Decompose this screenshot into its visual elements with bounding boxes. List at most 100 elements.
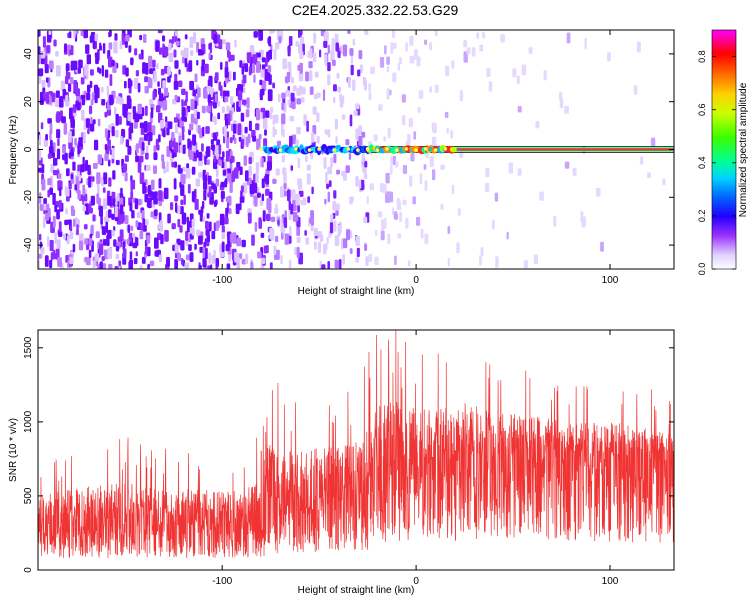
heatmap-noise-cell — [68, 182, 72, 190]
heatmap-noise-cell — [40, 50, 46, 59]
heatmap-noise-cell — [234, 39, 237, 48]
heatmap-noise-cell — [387, 233, 391, 245]
heatmap-noise-cell — [402, 165, 408, 174]
heatmap-noise-cell — [268, 74, 272, 85]
heatmap-noise-cell — [189, 150, 194, 160]
heatmap-noise-cell — [68, 130, 72, 143]
heatmap-noise-cell — [144, 105, 148, 116]
heatmap-noise-cell — [166, 257, 170, 267]
heatmap-noise-cell — [162, 43, 165, 55]
heatmap-noise-cell — [314, 71, 319, 78]
heatmap-noise-cell — [153, 70, 157, 83]
heatmap-noise-cell — [355, 257, 359, 263]
heatmap-noise-cell — [47, 118, 52, 124]
heatmap-noise-cell — [245, 109, 250, 118]
heatmap-noise-cell — [45, 134, 48, 141]
heatmap-noise-cell — [38, 253, 42, 259]
heatmap-noise-cell — [447, 257, 450, 267]
heatmap-noise-cell — [187, 184, 191, 194]
y-tick-label: 1500 — [23, 336, 34, 359]
heatmap-noise-cell — [42, 87, 46, 95]
heatmap-noise-cell — [191, 218, 195, 228]
heatmap-noise-cell — [221, 106, 225, 113]
heatmap-noise-cell — [167, 76, 171, 83]
heatmap-noise-cell — [68, 152, 72, 159]
x-tick-label: 100 — [602, 275, 619, 286]
heatmap-noise-cell — [220, 85, 223, 97]
heatmap-noise-cell — [64, 152, 68, 165]
heatmap-noise-cell — [364, 30, 369, 35]
heatmap-noise-cell — [170, 202, 174, 211]
heatmap-noise-cell — [272, 178, 277, 184]
heatmap-noise-cell — [43, 198, 47, 204]
heatmap-y-label: Frequency (Hz) — [8, 116, 19, 185]
colorbar-frame — [711, 29, 737, 270]
heatmap-noise-cell — [118, 116, 122, 125]
heatmap-noise-cell — [373, 134, 378, 142]
heatmap-noise-cell — [52, 193, 56, 205]
heatmap-noise-cell — [193, 32, 197, 44]
heatmap-noise-cell — [119, 229, 124, 241]
heatmap-noise-cell — [119, 265, 122, 269]
heatmap-noise-cell — [189, 123, 194, 131]
heatmap-noise-cell — [304, 155, 308, 162]
heatmap-noise-cell — [299, 51, 304, 59]
heatmap-noise-cell — [559, 97, 564, 109]
heatmap-noise-cell — [200, 50, 204, 56]
heatmap-noise-cell — [353, 110, 358, 116]
heatmap-noise-cell — [114, 33, 118, 41]
heatmap-noise-cell — [332, 201, 337, 211]
heatmap-noise-cell — [215, 221, 219, 231]
heatmap-noise-cell — [178, 69, 181, 75]
heatmap-noise-cell — [146, 202, 150, 208]
heatmap-noise-cell — [178, 168, 183, 174]
heatmap-noise-cell — [290, 203, 294, 215]
heatmap-noise-cell — [76, 102, 81, 111]
heatmap-noise-cell — [161, 160, 165, 169]
heatmap-noise-cell — [221, 241, 225, 253]
heatmap-noise-cell — [111, 147, 115, 160]
heatmap-noise-cell — [216, 166, 219, 178]
heatmap-noise-cell — [44, 64, 49, 74]
heatmap-noise-cell — [41, 164, 45, 174]
heatmap-noise-cell — [380, 230, 385, 241]
heatmap-noise-cell — [158, 178, 162, 189]
heatmap-noise-cell — [432, 169, 436, 181]
heatmap-noise-cell — [198, 265, 202, 269]
heatmap-noise-cell — [115, 130, 119, 138]
heatmap-noise-cell — [333, 96, 336, 104]
heatmap-noise-cell — [639, 156, 644, 165]
heatmap-noise-cell — [488, 81, 493, 92]
heatmap-noise-cell — [229, 96, 234, 105]
heatmap-noise-cell — [55, 248, 60, 260]
heatmap-noise-cell — [341, 238, 344, 250]
heatmap-noise-cell — [399, 57, 402, 65]
heatmap-noise-cell — [368, 253, 373, 262]
heatmap-noise-cell — [296, 225, 300, 236]
heatmap-noise-cell — [281, 154, 285, 163]
heatmap-noise-cell — [352, 38, 356, 46]
heatmap-noise-cell — [199, 246, 204, 253]
heatmap-noise-cell — [251, 63, 255, 74]
heatmap-noise-cell — [65, 188, 70, 197]
heatmap-noise-cell — [45, 91, 50, 104]
heatmap-noise-cell — [381, 219, 385, 231]
heatmap-noise-cell — [139, 223, 144, 231]
heatmap-noise-cell — [92, 260, 96, 268]
heatmap-noise-cell — [390, 42, 394, 54]
heatmap-noise-cell — [508, 162, 514, 174]
heatmap-noise-cell — [174, 123, 179, 134]
heatmap-noise-cell — [102, 43, 106, 54]
heatmap-noise-cell — [85, 159, 88, 171]
heatmap-noise-cell — [48, 60, 54, 70]
heatmap-noise-cell — [173, 178, 177, 190]
heatmap-noise-cell — [203, 87, 208, 99]
heatmap-noise-cell — [317, 231, 322, 239]
heatmap-noise-cell — [180, 199, 184, 206]
heatmap-noise-cell — [207, 265, 211, 269]
heatmap-noise-cell — [89, 122, 95, 132]
heatmap-noise-cell — [80, 30, 84, 37]
heatmap-noise-cell — [83, 224, 88, 230]
heatmap-noise-cell — [262, 118, 268, 129]
heatmap-noise-cell — [107, 247, 113, 259]
